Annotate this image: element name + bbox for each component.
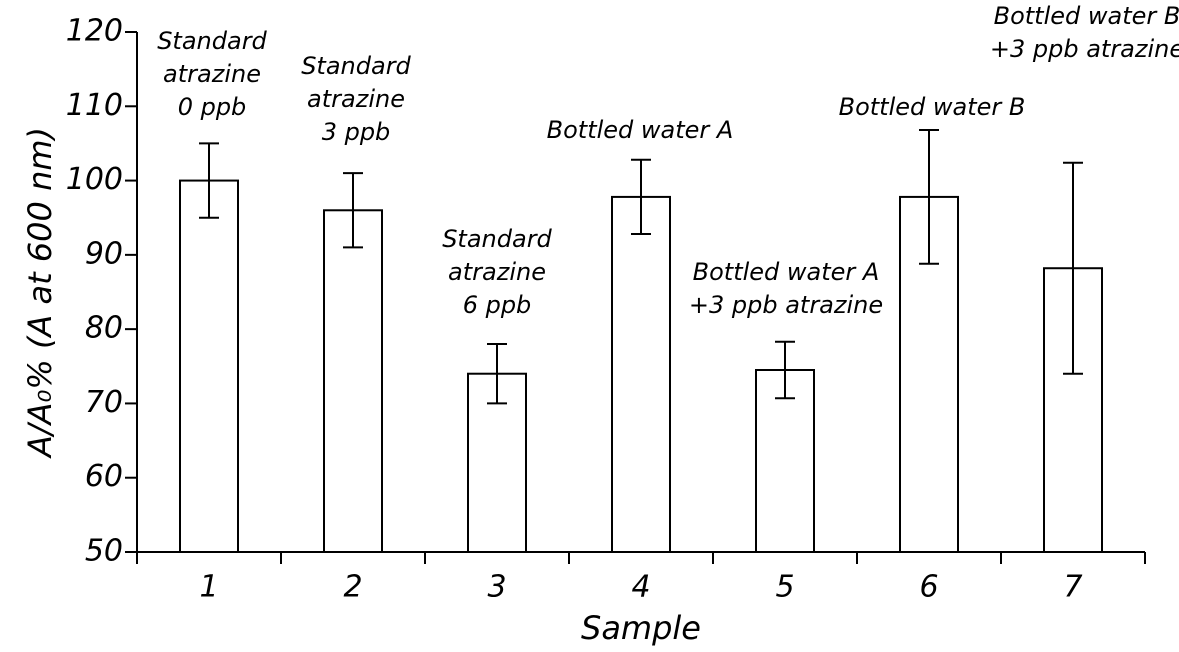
annotation: +3 ppb atrazine [689, 291, 883, 319]
bar [755, 369, 815, 553]
annotation: 3 ppb [322, 118, 391, 146]
annotation: atrazine [307, 85, 405, 113]
y-tick-label: 90 [85, 236, 123, 271]
annotation: Bottled water B [839, 93, 1026, 121]
x-tick-label: 1 [199, 570, 218, 605]
bar [179, 179, 239, 553]
x-tick-label: 6 [919, 570, 938, 605]
annotation: Bottled water A [547, 116, 734, 144]
annotation: Bottled water B [994, 2, 1179, 30]
x-tick-label: 2 [343, 570, 362, 605]
y-axis-label: A/A₀% (A at 600 nm) [21, 127, 59, 459]
bar [323, 209, 383, 554]
y-tick-label: 120 [66, 14, 123, 49]
bar [611, 195, 671, 554]
annotation: +3 ppb atrazine [990, 35, 1179, 63]
annotation: Standard [442, 225, 552, 253]
annotation: atrazine [163, 60, 261, 88]
annotation: 0 ppb [178, 93, 247, 121]
bar [1043, 267, 1103, 553]
x-tick-label: 7 [1063, 570, 1082, 605]
y-tick-label: 80 [85, 311, 123, 346]
x-tick-label: 4 [631, 570, 650, 605]
annotation: 6 ppb [463, 291, 532, 319]
y-tick-label: 50 [85, 534, 123, 569]
annotation: Standard [301, 52, 411, 80]
annotation: Standard [157, 27, 267, 55]
y-tick-label: 70 [85, 385, 123, 420]
y-tick-label: 110 [66, 88, 123, 123]
annotation: Bottled water A [693, 258, 880, 286]
x-axis-label: Sample [581, 609, 701, 647]
annotation: atrazine [448, 258, 546, 286]
x-tick-label: 5 [775, 570, 794, 605]
y-tick-label: 100 [66, 162, 123, 197]
y-tick-label: 60 [85, 459, 123, 494]
x-tick-label: 3 [487, 570, 506, 605]
